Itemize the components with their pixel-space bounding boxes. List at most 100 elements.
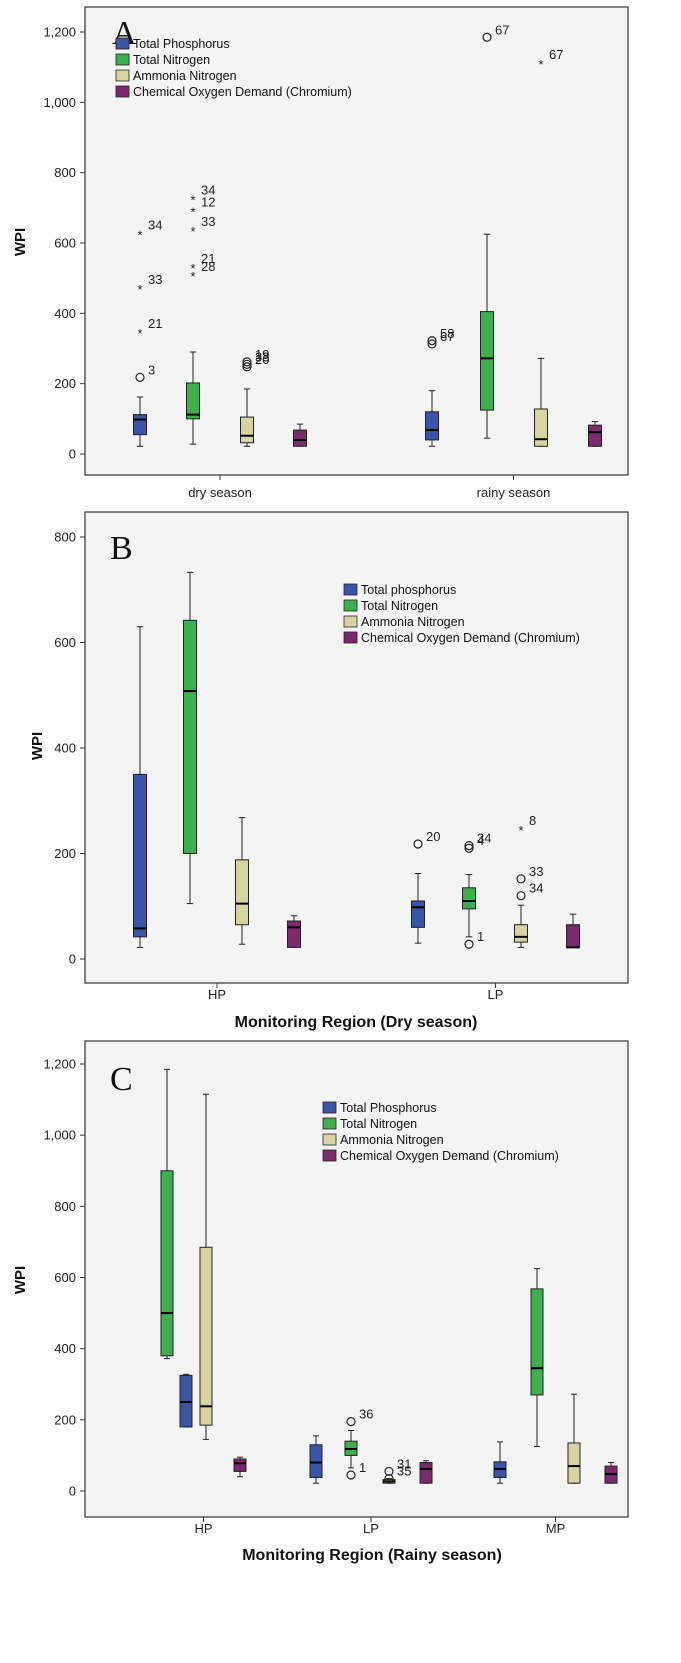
box-iqr — [183, 619, 197, 854]
box-iqr — [530, 1288, 544, 1396]
y-tick-label: 1,200 — [43, 25, 76, 40]
outlier-point — [427, 336, 437, 346]
legend-swatch — [343, 583, 358, 596]
box-total-nitrogen-lp: 1 434 — [462, 831, 491, 949]
x-tick-label: dry season — [188, 485, 252, 500]
extreme-point: * — [518, 823, 523, 838]
box-iqr — [534, 408, 548, 447]
y-tick-label: 400 — [54, 306, 76, 321]
y-tick-label: 200 — [54, 1412, 76, 1427]
outlier-label: 33 — [148, 272, 162, 287]
box-iqr — [133, 414, 147, 436]
extreme-point: * — [190, 205, 195, 220]
extreme-point: * — [190, 269, 195, 284]
outlier-label: 3 — [148, 362, 155, 377]
legend-swatch — [343, 615, 358, 628]
x-axis-title: Monitoring Region (Dry season) — [235, 1014, 478, 1031]
legend-swatch — [322, 1101, 337, 1114]
box-iqr — [235, 859, 249, 926]
legend-entry: Chemical Oxygen Demand (Chromium) — [361, 631, 580, 645]
x-tick-label: LP — [363, 1521, 379, 1536]
box-iqr — [425, 411, 439, 441]
outlier-point — [482, 32, 492, 42]
box-iqr — [480, 311, 494, 411]
outlier-label: 33 — [255, 349, 269, 364]
box-chemical-oxygen-demand-chromium--lp — [419, 1460, 433, 1484]
plot-area — [84, 6, 629, 476]
legend-entry: Total Nitrogen — [361, 599, 438, 613]
extreme-point: * — [137, 282, 142, 297]
extreme-point: * — [137, 227, 142, 242]
extreme-point: * — [137, 326, 142, 341]
outlier-label: 21 — [148, 316, 162, 331]
box-iqr — [411, 900, 425, 928]
legend-swatch — [115, 85, 130, 98]
legend-entry: Total Phosphorus — [133, 37, 230, 51]
outlier-label: 28 — [201, 259, 215, 274]
x-tick-label: HP — [208, 987, 226, 1002]
box-total-phosphorus-hp — [179, 1373, 193, 1428]
legend-swatch — [322, 1117, 337, 1130]
y-tick-label: 400 — [54, 741, 76, 756]
box-iqr — [160, 1170, 174, 1357]
outlier-point — [464, 840, 474, 851]
legend-swatch — [115, 37, 130, 50]
outlier-label: 36 — [359, 1407, 373, 1422]
y-tick-label: 1,000 — [43, 1128, 76, 1143]
outlier-label: 12 — [201, 195, 215, 210]
y-tick-label: 0 — [69, 1484, 76, 1499]
outlier-point — [516, 874, 526, 884]
outlier-label: 1 — [477, 929, 484, 944]
box-ammonia-nitrogen-mp — [567, 1393, 581, 1484]
legend-entry: Chemical Oxygen Demand (Chromium) — [340, 1149, 559, 1163]
box-iqr — [293, 429, 307, 447]
box-total-nitrogen-hp — [183, 571, 197, 905]
box-total-phosphorus-mp — [493, 1441, 507, 1484]
outlier-label: 4 — [477, 833, 484, 848]
y-tick-label: 600 — [54, 236, 76, 251]
box-total-phosphorus-hp — [133, 626, 147, 948]
outlier-label: 33 — [201, 214, 215, 229]
box-total-nitrogen-rainy-season: 67 — [480, 22, 509, 439]
legend-swatch — [343, 599, 358, 612]
x-tick-label: HP — [194, 1521, 212, 1536]
box-total-nitrogen-mp — [530, 1268, 544, 1448]
chart-panel-C: 0 200 400 600 800 1,000 1,200 WPI C HP LP MP Monitor… — [12, 1040, 629, 1564]
outlier-label: 1 — [359, 1460, 366, 1475]
legend-entry: Ammonia Nitrogen — [133, 69, 237, 83]
x-tick-label: rainy season — [477, 485, 551, 500]
box-total-phosphorus-lp: 20 — [411, 829, 440, 944]
box-chemical-oxygen-demand-chromium--dry-season — [293, 423, 307, 447]
legend-entry: Total Nitrogen — [340, 1117, 417, 1131]
outlier-label: 34 — [201, 182, 215, 197]
box-chemical-oxygen-demand-chromium--rainy-season — [588, 421, 602, 447]
legend-swatch — [343, 631, 358, 644]
outlier-point — [413, 839, 423, 849]
y-tick-label: 0 — [69, 447, 76, 462]
outlier-label: 8 — [529, 813, 536, 828]
box-iqr — [233, 1458, 247, 1472]
outlier-point — [346, 1470, 356, 1480]
box-iqr — [186, 382, 200, 420]
legend-entry: Total Phosphorus — [340, 1101, 437, 1115]
legend-swatch — [322, 1133, 337, 1146]
box-iqr — [567, 1442, 581, 1484]
box-ammonia-nitrogen-rainy-season: * 67 — [534, 47, 563, 447]
outlier-point — [242, 357, 252, 367]
extreme-point: * — [190, 224, 195, 239]
outlier-point — [464, 939, 474, 949]
y-tick-label: 400 — [54, 1341, 76, 1356]
y-tick-label: 200 — [54, 376, 76, 391]
box-total-phosphorus-dry-season: 3 * 21 * 33 * 34 — [133, 217, 162, 447]
box-iqr — [309, 1444, 323, 1478]
box-chemical-oxygen-demand-chromium--hp — [233, 1456, 247, 1478]
legend-swatch — [115, 53, 130, 66]
plot-area — [84, 511, 629, 984]
outlier-point — [464, 843, 474, 853]
box-chemical-oxygen-demand-chromium--mp — [604, 1462, 618, 1484]
box-ammonia-nitrogen-lp: 34 33 * 8 — [514, 813, 543, 948]
legend-entry: Total phosphorus — [361, 583, 456, 597]
